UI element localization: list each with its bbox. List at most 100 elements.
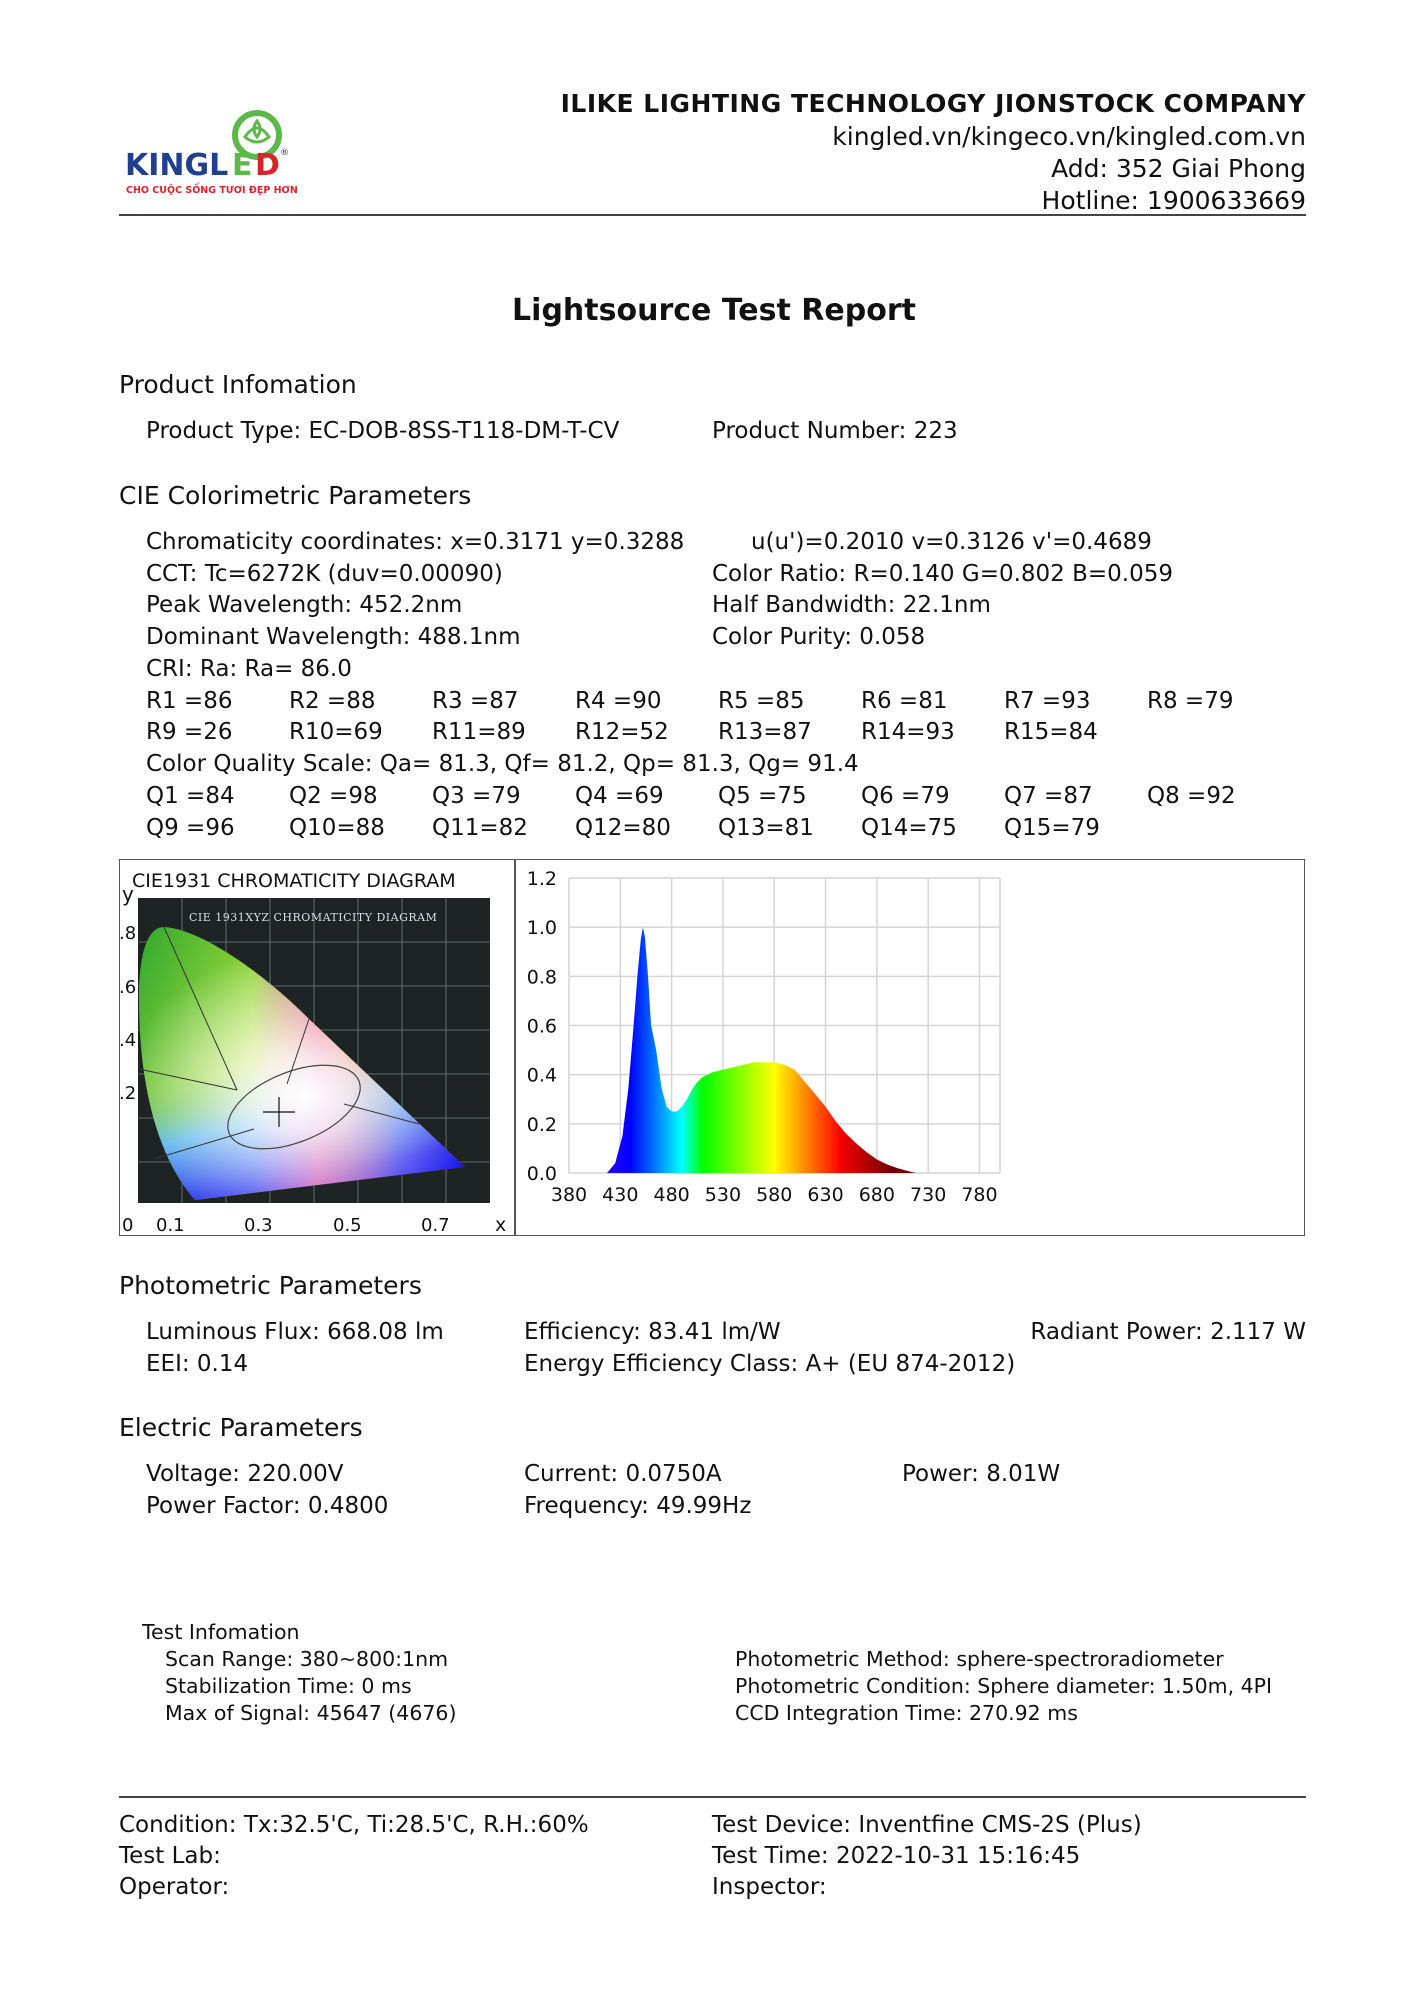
cri-value: R10=69 [289, 719, 383, 745]
x-tick-label: 780 [961, 1184, 997, 1206]
cri-value: R7 =93 [1004, 688, 1091, 714]
section-heading-cie: CIE Colorimetric Parameters [119, 481, 472, 510]
page-title: Lightsource Test Report [512, 293, 916, 328]
svg-text:D: D [255, 148, 280, 183]
cct: CCT: Tc=6272K (duv=0.00090) [146, 561, 503, 587]
eei: EEI: 0.14 [146, 1351, 249, 1377]
section-heading-test-info: Test Infomation [142, 1620, 300, 1644]
cie-y-tick: .8 [119, 923, 136, 944]
cri-value: R12=52 [575, 719, 669, 745]
y-tick-label: 0.6 [527, 1016, 557, 1038]
x-tick-label: 530 [705, 1184, 741, 1206]
chart-frame [119, 859, 1305, 1236]
svg-text:E: E [232, 148, 253, 183]
cri-value: R9 =26 [146, 719, 233, 745]
company-name: ILIKE LIGHTING TECHNOLOGY JIONSTOCK COMP… [560, 89, 1306, 118]
spectrum-area [606, 927, 916, 1173]
cie-diagram-title: CIE1931 CHROMATICITY DIAGRAM [132, 870, 456, 892]
footer-rule [119, 1796, 1306, 1798]
x-tick-label: 480 [653, 1184, 689, 1206]
cri-value: R1 =86 [146, 688, 233, 714]
scan-range: Scan Range: 380~800:1nm [165, 1647, 449, 1671]
x-tick-label: 680 [859, 1184, 895, 1206]
cie-y-tick: .2 [119, 1083, 136, 1104]
y-tick-label: 0.2 [527, 1114, 557, 1136]
cri-value: R8 =79 [1147, 688, 1234, 714]
cie-y-label: y [122, 882, 134, 906]
x-tick-label: 380 [551, 1184, 587, 1206]
cqs-value: Q6 =79 [861, 783, 950, 809]
chart-divider [514, 859, 516, 1236]
cqs-value: Q15=79 [1004, 815, 1100, 841]
cqs-value: Q13=81 [718, 815, 814, 841]
photometric-condition: Photometric Condition: Sphere diameter: … [735, 1674, 1273, 1698]
cqs-value: Q5 =75 [718, 783, 807, 809]
test-condition: Condition: Tx:32.5'C, Ti:28.5'C, R.H.:60… [119, 1812, 589, 1838]
cri-value: R11=89 [432, 719, 526, 745]
cqs-value: Q9 =96 [146, 815, 235, 841]
cie-x-tick: 0.5 [333, 1215, 362, 1236]
operator: Operator: [119, 1874, 230, 1900]
cqs-value: Q12=80 [575, 815, 671, 841]
half-bandwidth: Half Bandwidth: 22.1nm [712, 592, 991, 618]
cri-value: R13=87 [718, 719, 812, 745]
color-ratio: Color Ratio: R=0.140 G=0.802 B=0.059 [712, 561, 1174, 587]
y-tick-label: 1.0 [527, 917, 557, 939]
x-tick-label: 630 [807, 1184, 843, 1206]
frequency: Frequency: 49.99Hz [524, 1493, 752, 1519]
cqs-value: Q2 =98 [289, 783, 378, 809]
luminous-flux: Luminous Flux: 668.08 lm [146, 1319, 444, 1345]
kingled-logo: KINGL E D ® CHO CUỘC SỐNG TƯƠI ĐẸP HƠN [120, 105, 320, 204]
company-websites: kingled.vn/kingeco.vn/kingled.com.vn [832, 122, 1306, 151]
cie-y-tick: .6 [119, 977, 136, 998]
header-rule [119, 214, 1306, 216]
test-lab: Test Lab: [119, 1843, 221, 1869]
cqs-value: Q8 =92 [1147, 783, 1236, 809]
x-tick-label: 430 [602, 1184, 638, 1206]
section-heading-product: Product Infomation [119, 370, 357, 399]
color-quality-scale: Color Quality Scale: Qa= 81.3, Qf= 81.2,… [146, 751, 859, 777]
chromaticity-point-marker [263, 1097, 295, 1127]
energy-efficiency-class: Energy Efficiency Class: A+ (EU 874-2012… [524, 1351, 1016, 1377]
cri-value: R4 =90 [575, 688, 662, 714]
spectral-locus [138, 926, 465, 1200]
stabilization-time: Stabilization Time: 0 ms [165, 1674, 412, 1698]
photometric-method: Photometric Method: sphere-spectroradiom… [735, 1647, 1224, 1671]
cqs-value: Q1 =84 [146, 783, 235, 809]
cri-value: R5 =85 [718, 688, 805, 714]
cie-x-tick: 0 [122, 1215, 133, 1236]
cri: CRI: Ra: Ra= 86.0 [146, 656, 352, 682]
cie-x-label: x [495, 1214, 506, 1236]
cri-value: R14=93 [861, 719, 955, 745]
y-tick-label: 0.8 [527, 966, 557, 988]
cqs-value: Q3 =79 [432, 783, 521, 809]
current: Current: 0.0750A [524, 1461, 722, 1487]
cqs-value: Q7 =87 [1004, 783, 1093, 809]
section-heading-electric: Electric Parameters [119, 1413, 363, 1442]
inspector: Inspector: [712, 1874, 827, 1900]
voltage: Voltage: 220.00V [146, 1461, 344, 1487]
test-time: Test Time: 2022-10-31 15:16:45 [712, 1843, 1081, 1869]
cri-value: R2 =88 [289, 688, 376, 714]
svg-text:CHO CUỘC SỐNG TƯƠI ĐẸP HƠN: CHO CUỘC SỐNG TƯƠI ĐẸP HƠN [126, 183, 298, 196]
y-tick-label: 0.4 [527, 1065, 557, 1087]
y-tick-label: 0.0 [527, 1163, 557, 1185]
test-device: Test Device: Inventfine CMS-2S (Plus) [712, 1812, 1142, 1838]
section-heading-photometric: Photometric Parameters [119, 1271, 422, 1300]
cqs-value: Q10=88 [289, 815, 385, 841]
company-hotline: Hotline: 1900633669 [1041, 186, 1306, 215]
cqs-value: Q4 =69 [575, 783, 664, 809]
uv-coordinates: u(u')=0.2010 v=0.3126 v'=0.4689 [751, 529, 1152, 555]
svg-text:KINGL: KINGL [125, 148, 228, 183]
cri-value: R15=84 [1004, 719, 1098, 745]
max-signal: Max of Signal: 45647 (4676) [165, 1701, 457, 1725]
x-tick-label: 580 [756, 1184, 792, 1206]
cie-diagram: CIE1931 CHROMATICITY DIAGRAM y CIE 1931X… [119, 870, 506, 1236]
cie-x-tick: 0.7 [421, 1215, 450, 1236]
radiant-power: Radiant Power: 2.117 W [1030, 1319, 1306, 1345]
y-tick-label: 1.2 [527, 868, 557, 890]
ccd-integration-time: CCD Integration Time: 270.92 ms [735, 1701, 1078, 1725]
company-address: Add: 352 Giai Phong [1051, 154, 1306, 183]
product-number: Product Number: 223 [712, 418, 958, 444]
power-factor: Power Factor: 0.4800 [146, 1493, 389, 1519]
